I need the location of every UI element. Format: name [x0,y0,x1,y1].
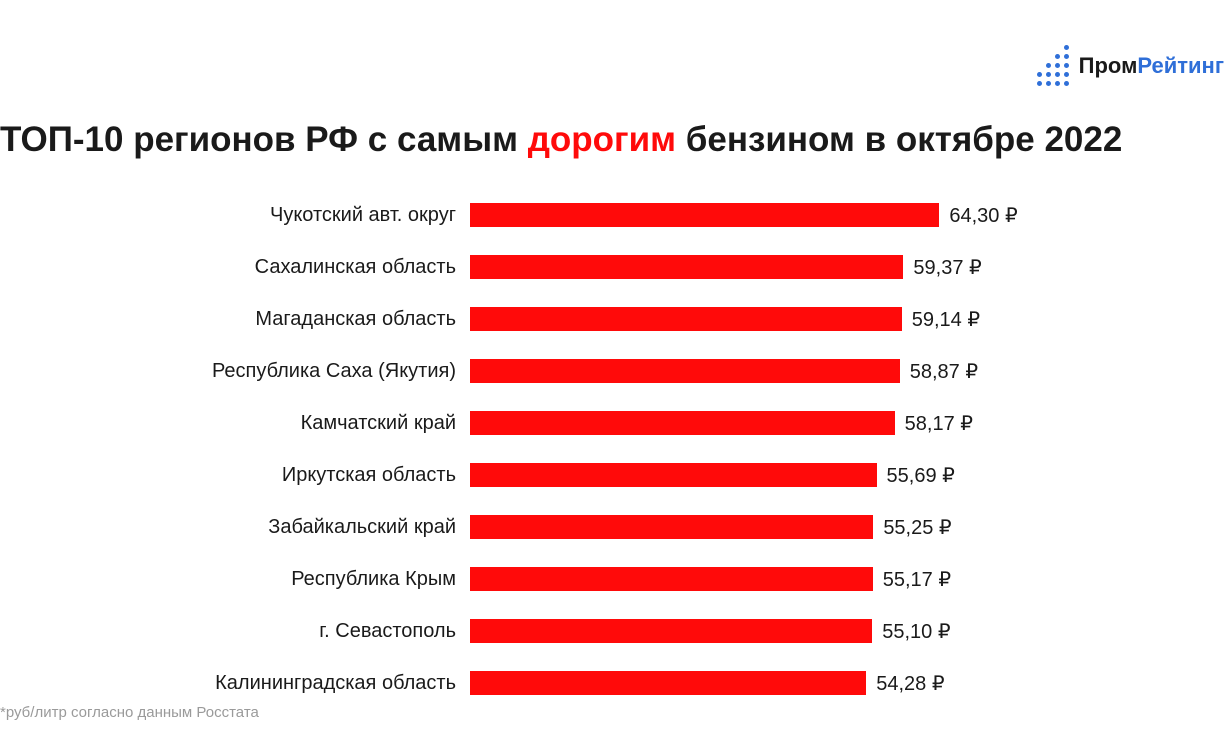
bar-value: 58,87 ₽ [910,359,978,384]
chart-row: Республика Крым 55,17 ₽ [0,559,1100,599]
title-highlight: дорогим [528,120,676,159]
bar [470,255,903,279]
bar-wrap: 54,28 ₽ [470,663,1100,703]
brand-logo: ПромРейтинг [1037,45,1224,86]
row-label: г. Севастополь [0,620,470,643]
bar-wrap: 55,17 ₽ [470,559,1100,599]
logo-bars-icon [1037,45,1069,86]
bar [470,619,872,643]
row-label: Забайкальский край [0,516,470,539]
bar-value: 55,69 ₽ [887,463,955,488]
bar-chart: Чукотский авт. округ 64,30 ₽ Сахалинская о… [0,195,1100,715]
bar-wrap: 55,25 ₽ [470,507,1100,547]
bar [470,203,939,227]
bar [470,671,866,695]
bar [470,359,900,383]
chart-row: Калининградская область 54,28 ₽ [0,663,1100,703]
chart-title: ТОП-10 регионов РФ с самым дорогим бензи… [0,120,1122,160]
chart-row: Сахалинская область 59,37 ₽ [0,247,1100,287]
bar [470,567,873,591]
row-label: Сахалинская область [0,256,470,279]
bar-wrap: 55,69 ₽ [470,455,1100,495]
bar [470,307,902,331]
bar-value: 55,10 ₽ [882,619,950,644]
chart-row: Забайкальский край 55,25 ₽ [0,507,1100,547]
bar-wrap: 59,14 ₽ [470,299,1100,339]
chart-row: Магаданская область 59,14 ₽ [0,299,1100,339]
logo-text: ПромРейтинг [1079,53,1224,79]
row-label: Республика Саха (Якутия) [0,360,470,383]
logo-text-part2: Рейтинг [1137,53,1224,78]
row-label: Республика Крым [0,568,470,591]
chart-row: г. Севастополь 55,10 ₽ [0,611,1100,651]
row-label: Иркутская область [0,464,470,487]
chart-row: Республика Саха (Якутия) 58,87 ₽ [0,351,1100,391]
bar-wrap: 58,87 ₽ [470,351,1100,391]
row-label: Калининградская область [0,672,470,695]
row-label: Магаданская область [0,308,470,331]
bar-wrap: 59,37 ₽ [470,247,1100,287]
chart-row: Камчатский край 58,17 ₽ [0,403,1100,443]
bar-wrap: 55,10 ₽ [470,611,1100,651]
footnote: *руб/литр согласно данным Росстата [0,704,259,721]
row-label: Камчатский край [0,412,470,435]
chart-row: Иркутская область 55,69 ₽ [0,455,1100,495]
bar-wrap: 64,30 ₽ [470,195,1100,235]
bar-value: 59,14 ₽ [912,307,980,332]
bar-value: 55,25 ₽ [883,515,951,540]
bar [470,411,895,435]
bar-value: 58,17 ₽ [905,411,973,436]
bar-value: 64,30 ₽ [949,203,1017,228]
title-pre: ТОП-10 регионов РФ с самым [0,120,528,159]
chart-row: Чукотский авт. округ 64,30 ₽ [0,195,1100,235]
bar-value: 55,17 ₽ [883,567,951,592]
bar [470,515,873,539]
logo-text-part1: Пром [1079,53,1138,78]
bar-wrap: 58,17 ₽ [470,403,1100,443]
bar [470,463,877,487]
bar-value: 54,28 ₽ [876,671,944,696]
row-label: Чукотский авт. округ [0,204,470,227]
bar-value: 59,37 ₽ [913,255,981,280]
title-post: бензином в октябре 2022 [676,120,1122,159]
